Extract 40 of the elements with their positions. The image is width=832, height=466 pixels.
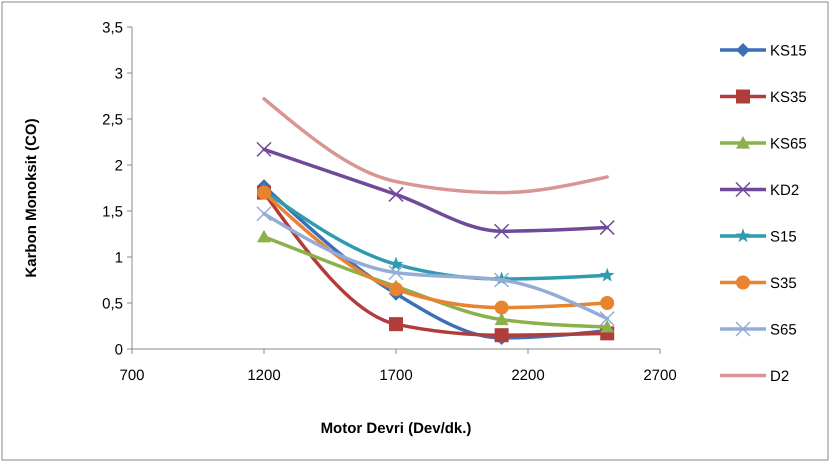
point	[257, 230, 271, 242]
x-tick-label: 1700	[379, 367, 413, 384]
point	[389, 317, 403, 332]
legend-label: KD2	[770, 182, 800, 199]
point	[600, 296, 614, 310]
y-tick-label: 2,5	[102, 111, 123, 128]
x-tick-label: 700	[119, 367, 145, 384]
legend-label: S15	[770, 228, 797, 246]
legend-label: D2	[770, 368, 790, 385]
y-tick-label: 0	[114, 341, 123, 358]
legend-label: KS35	[770, 88, 807, 106]
y-tick-label: 3	[114, 65, 123, 82]
point	[256, 142, 272, 158]
y-axis-title: Karbon Monoksit (CO)	[23, 118, 40, 278]
x-axis-title: Motor Devri (Dev/dk.)	[320, 420, 472, 437]
y-tick-label: 2	[114, 157, 123, 174]
x-tick-label: 2700	[643, 367, 677, 384]
legend-label: KS65	[770, 135, 807, 152]
y-tick-label: 1	[114, 249, 123, 266]
point	[494, 223, 510, 239]
point	[388, 186, 404, 202]
point	[256, 206, 272, 222]
point	[389, 282, 403, 296]
point	[599, 220, 615, 236]
legend-label: S35	[770, 274, 797, 292]
y-tick-label: 0,5	[102, 295, 123, 312]
x-tick-label: 1200	[247, 367, 281, 384]
point	[494, 312, 509, 326]
point	[494, 300, 509, 315]
line-series	[262, 97, 609, 194]
legend-label: S65	[770, 321, 797, 338]
point	[600, 320, 614, 333]
point	[600, 268, 615, 282]
legend-label: KS15	[770, 42, 807, 60]
y-tick-label: 3,5	[102, 19, 123, 36]
y-tick-label: 1,5	[102, 203, 123, 220]
point	[599, 310, 615, 326]
point	[388, 264, 404, 280]
x-tick-label: 2200	[511, 367, 545, 384]
point	[494, 328, 509, 342]
